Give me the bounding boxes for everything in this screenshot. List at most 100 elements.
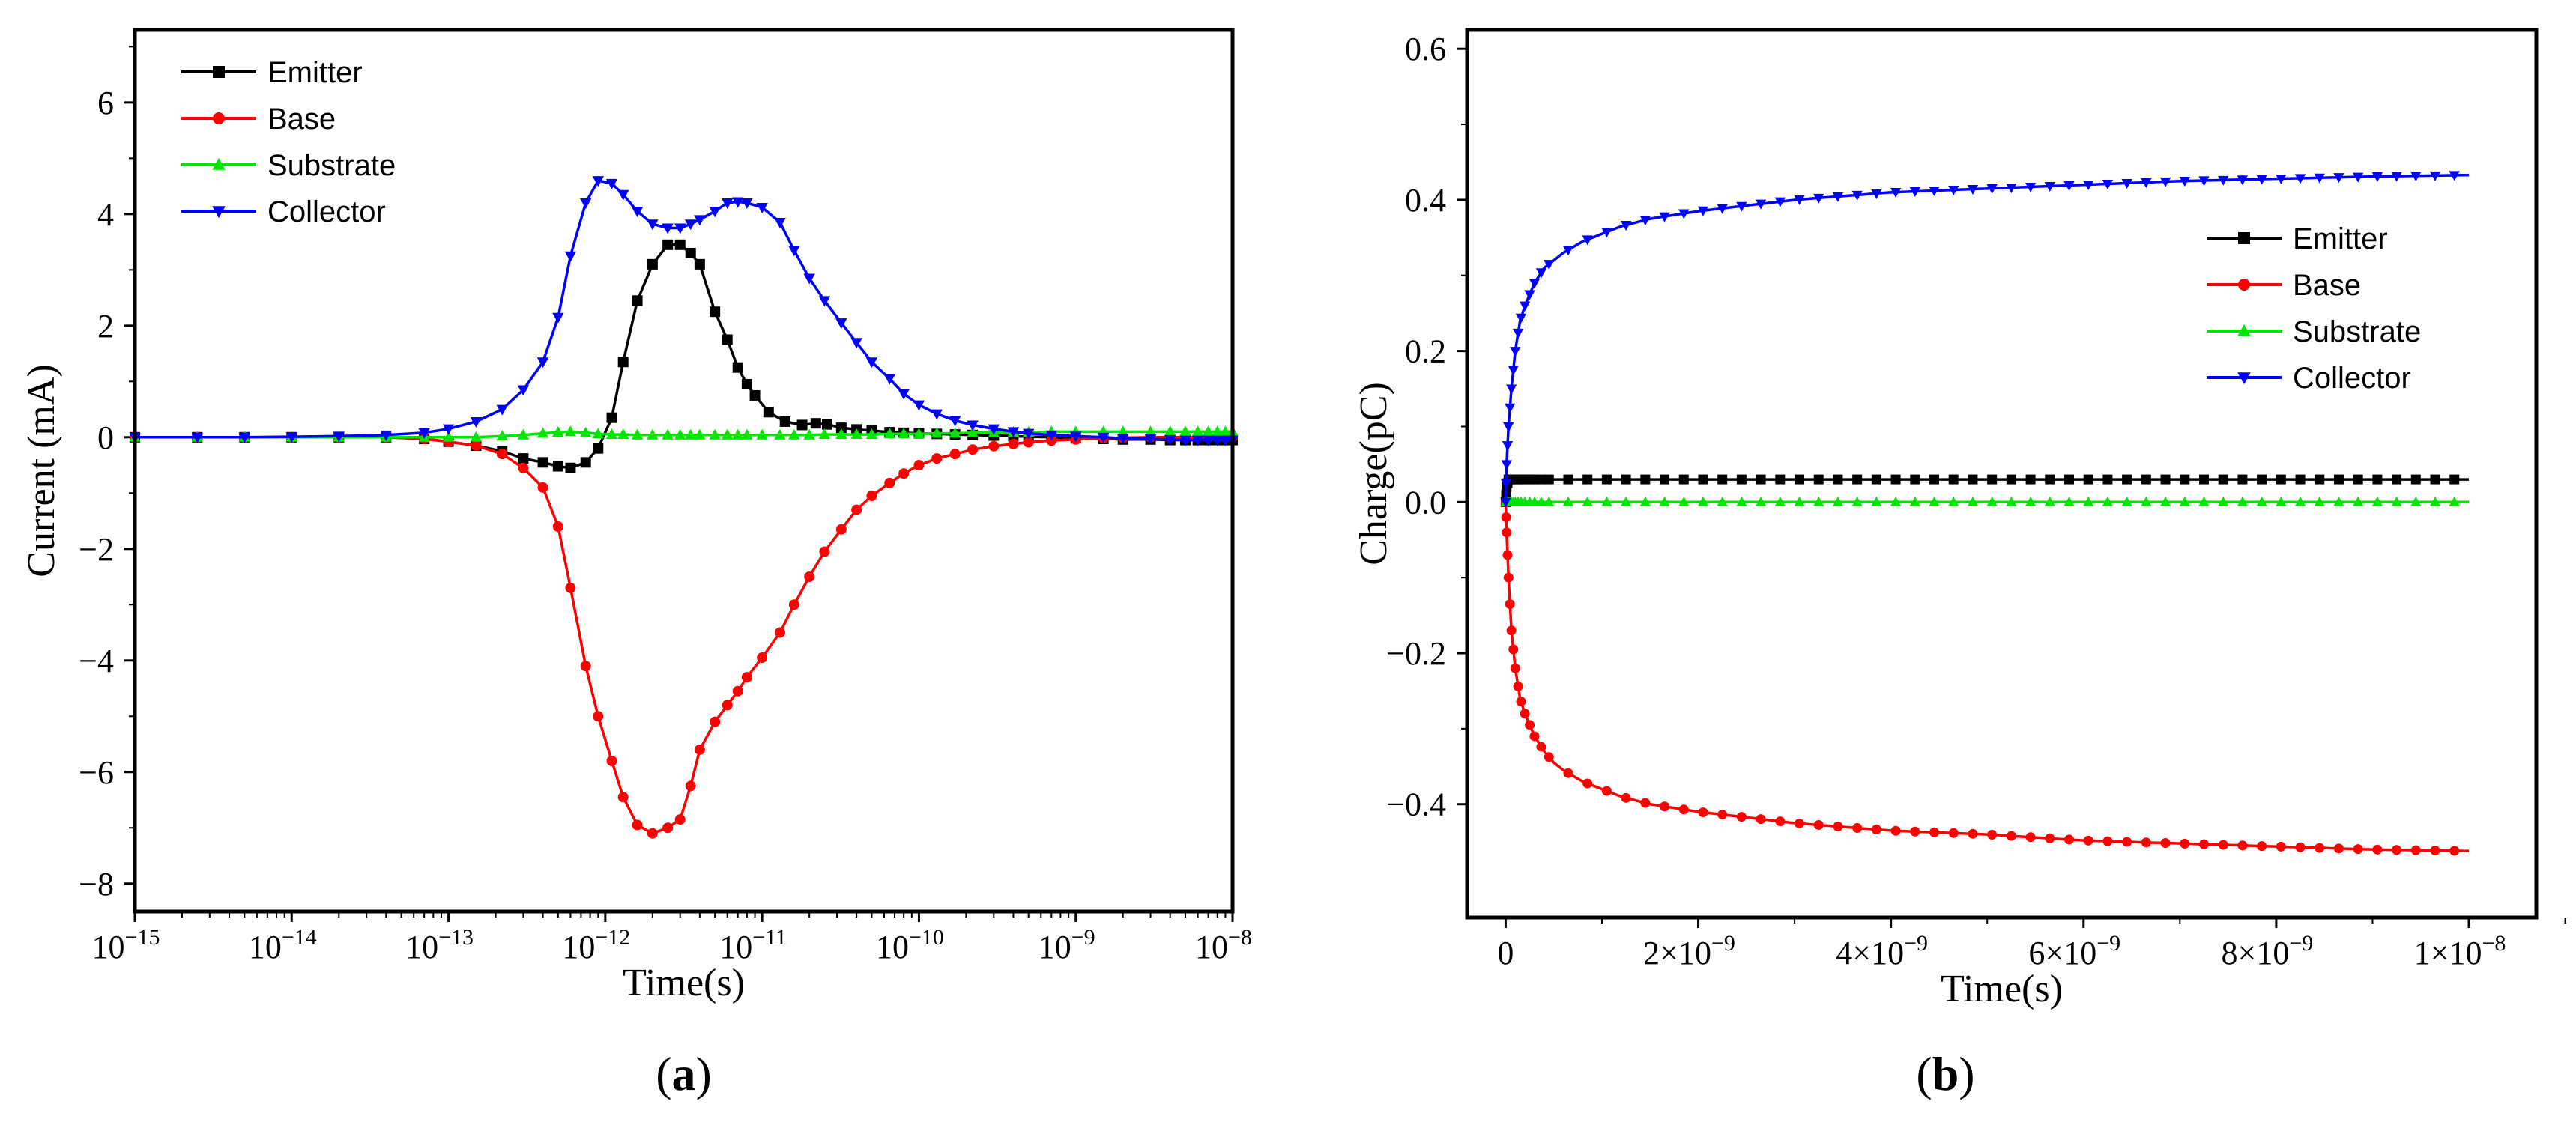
data-point-collector (1500, 497, 1511, 508)
data-point-collector (1164, 434, 1176, 446)
data-point-substrate (898, 428, 910, 439)
y-tick-label: −0.4 (1386, 786, 1446, 823)
data-point-emitter (632, 295, 643, 306)
data-point-base (757, 652, 768, 664)
data-point-substrate (1529, 496, 1541, 506)
data-point-emitter (1736, 474, 1747, 485)
data-point-collector (1755, 199, 1767, 210)
x-tick-label: 10−14 (249, 925, 317, 965)
data-point-collector (1505, 384, 1517, 395)
x-tick-base: 10 (1038, 929, 1071, 965)
x-tick-label: 4×10−9 (1836, 931, 1928, 971)
data-point-base (2180, 838, 2190, 849)
data-point-emitter (1678, 474, 1689, 485)
y-tick-label: −8 (79, 866, 114, 903)
y-tick-label: 6 (97, 85, 114, 121)
data-point-base (685, 780, 696, 792)
data-point-emitter (821, 419, 832, 430)
x-tick-label: 10−12 (562, 925, 630, 965)
data-point-collector (756, 202, 768, 213)
data-point-substrate (883, 428, 895, 439)
data-point-collector (2141, 178, 2152, 188)
data-point-substrate (2276, 496, 2287, 506)
data-point-emitter (1717, 474, 1728, 485)
data-point-base (898, 468, 910, 479)
data-point-collector (1620, 221, 1632, 231)
data-point-emitter (2315, 474, 2325, 485)
x-tick-label: 10−11 (719, 925, 787, 965)
x-axis-title: Time(s) (623, 962, 745, 1004)
data-point-emitter (580, 457, 591, 468)
data-point-base (866, 491, 877, 502)
data-point-collector (898, 389, 910, 400)
data-point-collector (1097, 432, 1110, 443)
data-point-collector (1774, 197, 1786, 207)
data-point-base (732, 685, 743, 697)
data-point-base (565, 582, 576, 593)
data-point-collector (709, 207, 721, 218)
panel-letter: b (1932, 1047, 1959, 1100)
data-point-substrate (2256, 496, 2267, 506)
data-point-emitter (1775, 474, 1786, 485)
data-point-emitter (1890, 474, 1901, 485)
data-point-substrate (1736, 496, 1747, 506)
data-point-collector (617, 189, 629, 201)
data-point-base (788, 599, 799, 610)
data-point-substrate (2429, 496, 2441, 506)
legend-label-emitter: Emitter (2293, 222, 2388, 255)
x-tick-exponent: −9 (2096, 931, 2120, 956)
data-point-collector (2391, 172, 2402, 182)
data-point-base (835, 524, 847, 535)
data-point-emitter (2257, 474, 2267, 485)
plot-frame (1465, 28, 2539, 920)
data-point-collector (2371, 172, 2383, 183)
data-point-substrate (1717, 496, 1728, 506)
data-point-emitter (518, 453, 529, 464)
data-point-substrate (2063, 496, 2075, 506)
data-point-collector (774, 218, 786, 229)
x-tick-base: 2×10 (1643, 935, 1711, 971)
data-point-emitter (1698, 474, 1708, 485)
data-point-collector (1510, 347, 1521, 357)
data-point-emitter (2410, 474, 2421, 485)
data-point-collector (949, 416, 961, 427)
data-point-base (1640, 798, 1651, 808)
panel-letter: a (672, 1047, 696, 1100)
data-point-base (851, 504, 862, 515)
series-line-base (1504, 502, 2470, 853)
data-point-base (1513, 681, 1523, 691)
data-point-collector (2237, 175, 2249, 186)
data-point-emitter (1852, 474, 1863, 485)
data-point-base (1698, 807, 1708, 818)
data-point-emitter (2045, 474, 2055, 485)
data-point-substrate (1601, 496, 1612, 506)
data-point-emitter (2198, 474, 2209, 485)
data-point-substrate (2025, 496, 2037, 506)
x-axis-title: Time(s) (1941, 968, 2063, 1010)
series-base (1500, 497, 2470, 856)
data-point-base (2353, 844, 2363, 855)
data-point-substrate (470, 431, 483, 442)
data-point-base (1536, 742, 1546, 752)
data-point-collector (2256, 175, 2267, 185)
legend-marker-emitter (2238, 232, 2250, 244)
data-point-collector (580, 198, 592, 209)
data-point-collector (2006, 184, 2017, 194)
y-tick-label: 0.0 (1405, 484, 1446, 521)
legend-marker-collector (212, 206, 226, 219)
data-point-collector (883, 374, 895, 385)
data-point-base (819, 546, 830, 557)
x-tick-label: 10−10 (876, 925, 944, 965)
data-point-substrate (788, 428, 800, 440)
data-point-substrate (2449, 496, 2460, 506)
data-point-collector (1544, 260, 1555, 270)
data-point-base (1621, 792, 1631, 803)
data-point-base (2372, 844, 2383, 855)
legend-marker-base (213, 112, 225, 124)
data-point-base (722, 700, 733, 711)
x-tick-base: 6×10 (2028, 935, 2096, 971)
legend-label-base: Base (267, 103, 336, 136)
data-point-collector (1948, 186, 1959, 196)
data-point-substrate (1535, 496, 1547, 506)
data-point-base (2295, 842, 2306, 852)
